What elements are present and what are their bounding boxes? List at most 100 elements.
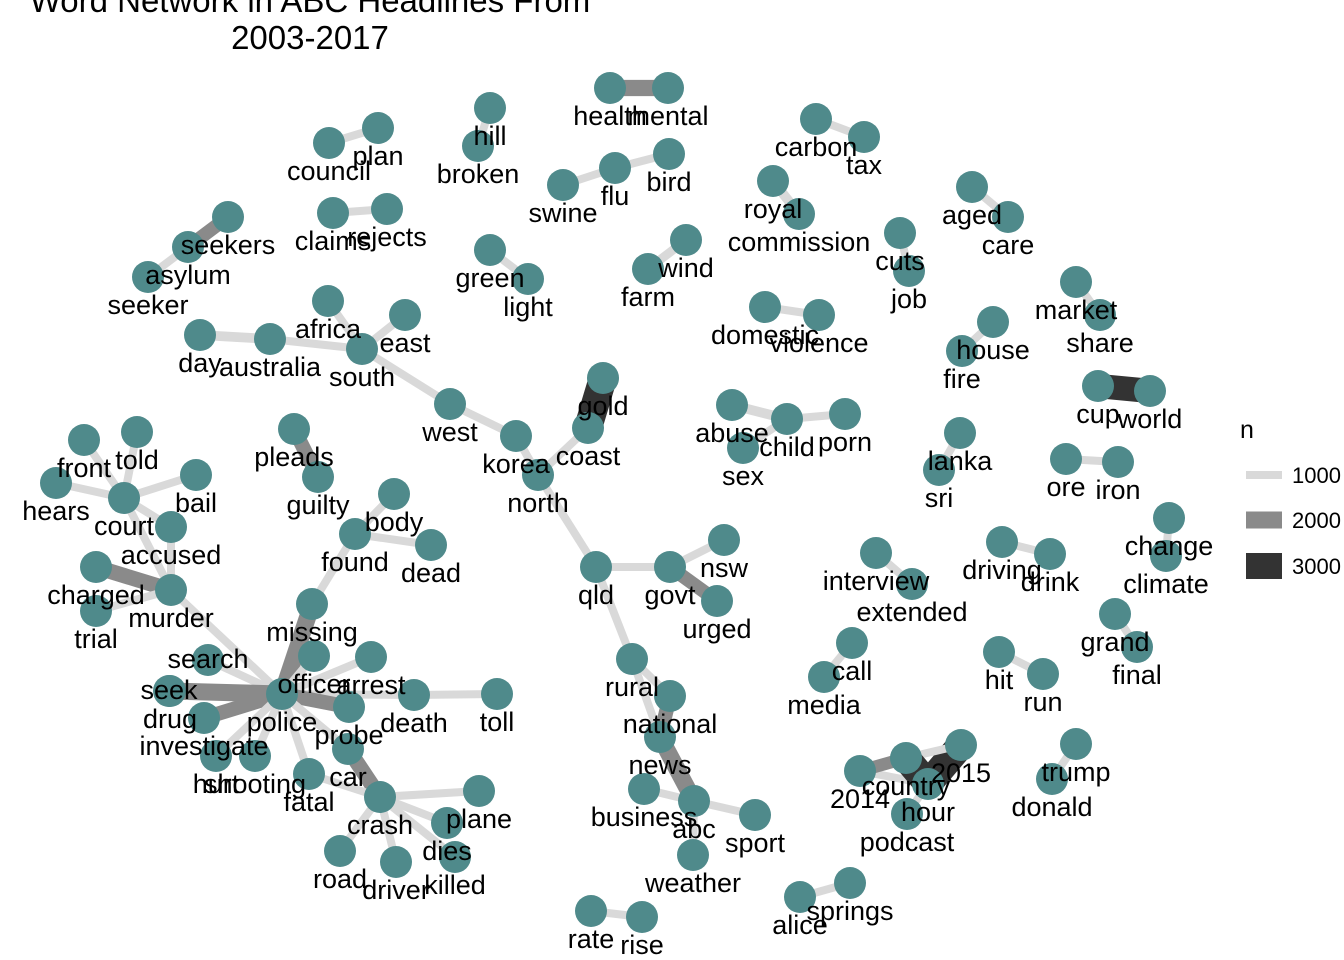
node-label-shooting: shooting bbox=[204, 769, 306, 799]
node-missing bbox=[296, 588, 328, 620]
node-trial bbox=[80, 595, 112, 627]
legend: n 1000 2000 3000 bbox=[1240, 416, 1341, 579]
node-probe bbox=[333, 691, 365, 723]
node-run bbox=[1027, 658, 1059, 690]
node-qld bbox=[580, 551, 612, 583]
node-care bbox=[992, 201, 1024, 233]
node-killed bbox=[439, 841, 471, 873]
node-label-abc: abc bbox=[672, 814, 716, 844]
node-label-aged: aged bbox=[942, 200, 1002, 230]
node-label-urged: urged bbox=[682, 614, 751, 644]
node-label-driving: driving bbox=[962, 555, 1042, 585]
node-label-accused: accused bbox=[121, 540, 222, 570]
node-found bbox=[339, 518, 371, 550]
node-coast bbox=[572, 412, 604, 444]
node-label-hit: hit bbox=[985, 665, 1014, 695]
node-national bbox=[654, 680, 686, 712]
node-investigate bbox=[188, 702, 220, 734]
node-search bbox=[192, 644, 224, 676]
node-hears bbox=[40, 467, 72, 499]
node-label-call: call bbox=[832, 656, 873, 686]
node-label-tax: tax bbox=[846, 150, 883, 180]
node-label-claims: claims bbox=[295, 226, 372, 256]
edge-arrest-police bbox=[280, 653, 373, 698]
node-label-dead: dead bbox=[401, 558, 461, 588]
node-label-police: police bbox=[247, 707, 318, 737]
node-rise bbox=[626, 901, 658, 933]
node-label-govt: govt bbox=[644, 580, 696, 610]
node-drink bbox=[1034, 538, 1066, 570]
node-swine bbox=[547, 169, 579, 201]
node-label-rural: rural bbox=[605, 672, 659, 702]
node-label-south: south bbox=[329, 362, 395, 392]
node-2015 bbox=[945, 729, 977, 761]
node-label-lanka: lanka bbox=[928, 446, 994, 476]
node-label-swine: swine bbox=[528, 198, 597, 228]
node-green bbox=[474, 234, 506, 266]
node-dies bbox=[431, 807, 463, 839]
node-child bbox=[771, 403, 803, 435]
node-label-investigate: investigate bbox=[139, 731, 268, 761]
node-urged bbox=[701, 585, 733, 617]
node-news bbox=[644, 721, 676, 753]
node-rate bbox=[575, 895, 607, 927]
node-label-interview: interview bbox=[823, 566, 930, 596]
node-label-front: front bbox=[57, 453, 112, 483]
node-front bbox=[68, 424, 100, 456]
node-label-child: child bbox=[759, 432, 815, 462]
node-north bbox=[522, 459, 554, 491]
node-bail bbox=[180, 459, 212, 491]
node-cuts bbox=[884, 217, 916, 249]
node-label-drug: drug bbox=[143, 704, 197, 734]
node-sex bbox=[727, 432, 759, 464]
node-label-korea: korea bbox=[482, 449, 551, 479]
node-porn bbox=[829, 398, 861, 430]
node-lanka bbox=[944, 417, 976, 449]
node-officer bbox=[298, 640, 330, 672]
node-final bbox=[1121, 631, 1153, 663]
node-label-bail: bail bbox=[175, 488, 217, 518]
edge-murder-police bbox=[168, 587, 285, 697]
node-label-coast: coast bbox=[556, 441, 621, 471]
node-weather bbox=[677, 839, 709, 871]
edge-qld-rural bbox=[592, 565, 636, 661]
node-label-violence: violence bbox=[769, 328, 868, 358]
node-iron bbox=[1102, 446, 1134, 478]
node-label-sri: sri bbox=[925, 483, 954, 513]
node-label-mental: mental bbox=[627, 101, 708, 131]
node-label-health: health bbox=[573, 101, 647, 131]
node-label-ore: ore bbox=[1046, 472, 1085, 502]
node-market bbox=[1060, 266, 1092, 298]
node-label-trump: trump bbox=[1041, 757, 1110, 787]
node-label-country: country bbox=[862, 771, 951, 801]
node-label-2014: 2014 bbox=[830, 784, 890, 814]
node-label-guilty: guilty bbox=[286, 490, 350, 520]
node-alice bbox=[784, 881, 816, 913]
node-job bbox=[893, 255, 925, 287]
node-body bbox=[378, 478, 410, 510]
node-label-missing: missing bbox=[266, 617, 358, 647]
node-govt bbox=[654, 551, 686, 583]
node-day bbox=[184, 319, 216, 351]
node-label-arrest: arrest bbox=[336, 670, 406, 700]
node-label-extended: extended bbox=[856, 597, 967, 627]
node-plane bbox=[463, 775, 495, 807]
node-mental bbox=[652, 72, 684, 104]
node-label-killed: killed bbox=[424, 870, 486, 900]
node-share bbox=[1084, 299, 1116, 331]
node-council bbox=[313, 127, 345, 159]
node-layer bbox=[40, 72, 1185, 933]
node-interview bbox=[860, 537, 892, 569]
node-rejects bbox=[371, 193, 403, 225]
node-seeker bbox=[132, 261, 164, 293]
node-label-rise: rise bbox=[620, 930, 664, 960]
node-label-care: care bbox=[982, 230, 1035, 260]
node-label-sex: sex bbox=[722, 461, 765, 491]
node-label-run: run bbox=[1023, 687, 1062, 717]
node-label-plane: plane bbox=[446, 804, 512, 834]
node-label-council: council bbox=[287, 156, 371, 186]
node-world bbox=[1134, 375, 1166, 407]
node-car bbox=[332, 733, 364, 765]
node-drug bbox=[154, 675, 186, 707]
